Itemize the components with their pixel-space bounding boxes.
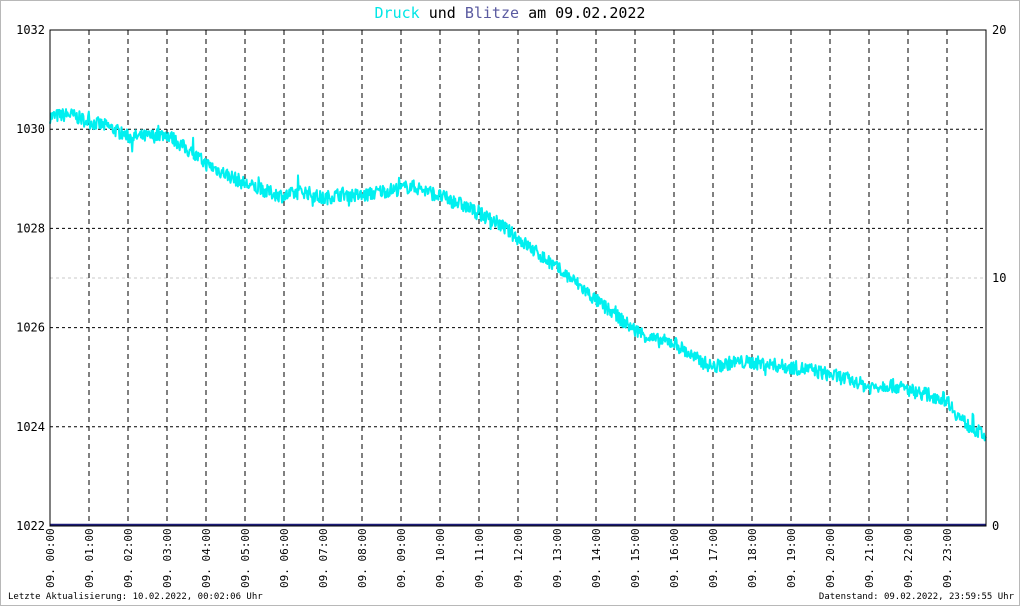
chart-title: Druck und Blitze am 09.02.2022	[0, 4, 1020, 22]
x-tick-label: 09. 14:00	[590, 528, 603, 588]
x-tick-label: 09. 18:00	[746, 528, 759, 588]
y-left-tick-label: 1022	[16, 519, 45, 533]
x-tick-label: 09. 01:00	[83, 528, 96, 588]
x-tick-label: 09. 00:00	[44, 528, 57, 588]
title-date: 09.02.2022	[555, 4, 646, 22]
x-tick-label: 09. 03:00	[161, 528, 174, 588]
x-tick-label: 09. 09:00	[395, 528, 408, 588]
x-tick-label: 09. 20:00	[824, 528, 837, 588]
grid	[50, 30, 986, 526]
y-right-tick-label: 10	[992, 271, 1006, 285]
y-right-tick-label: 0	[992, 519, 999, 533]
y-left-tick-label: 1024	[16, 420, 45, 434]
y-right-tick-label: 20	[992, 23, 1006, 37]
x-tick-label: 09. 22:00	[902, 528, 915, 588]
x-tick-label: 09. 11:00	[473, 528, 486, 588]
x-tick-label: 09. 02:00	[122, 528, 135, 588]
x-tick-label: 09. 06:00	[278, 528, 291, 588]
x-tick-label: 09. 05:00	[239, 528, 252, 588]
y-left-tick-label: 1030	[16, 122, 45, 136]
title-word-und: und	[428, 4, 456, 22]
footer-data-status: Datenstand: 09.02.2022, 23:59:55 Uhr	[818, 592, 1014, 602]
x-tick-label: 09. 13:00	[551, 528, 564, 588]
x-tick-label: 09. 19:00	[785, 528, 798, 588]
series-layer	[49, 108, 987, 527]
title-series1: Druck	[374, 4, 420, 22]
x-tick-label: 09. 04:00	[200, 528, 213, 588]
x-tick-label: 09. 17:00	[707, 528, 720, 588]
x-tick-label: 09. 12:00	[512, 528, 525, 588]
y-left-tick-label: 1026	[16, 321, 45, 335]
title-word-am: am	[528, 4, 547, 22]
series-druck-line	[49, 108, 987, 442]
y-axis-right: 20 10 0	[992, 23, 1006, 533]
x-tick-label: 09. 15:00	[629, 528, 642, 588]
x-tick-label: 09. 08:00	[356, 528, 369, 588]
title-series2: Blitze	[464, 4, 520, 22]
plot-border	[49, 29, 987, 527]
x-tick-label: 09. 16:00	[668, 528, 681, 588]
y-left-tick-label: 1032	[16, 23, 45, 37]
x-tick-label: 09. 23:00	[941, 528, 954, 588]
y-axis-left: 1032 1030 1028 1026 1024 1022	[16, 23, 45, 533]
x-tick-label: 09. 21:00	[863, 528, 876, 588]
footer-last-update: Letzte Aktualisierung: 10.02.2022, 00:02…	[8, 592, 263, 602]
x-tick-label: 09. 10:00	[434, 528, 447, 588]
x-axis: 09. 00:00 09. 01:00 09. 02:00 09. 03:00 09. …	[44, 528, 954, 588]
y-left-tick-label: 1028	[16, 221, 45, 235]
x-tick-label: 09. 07:00	[317, 528, 330, 588]
